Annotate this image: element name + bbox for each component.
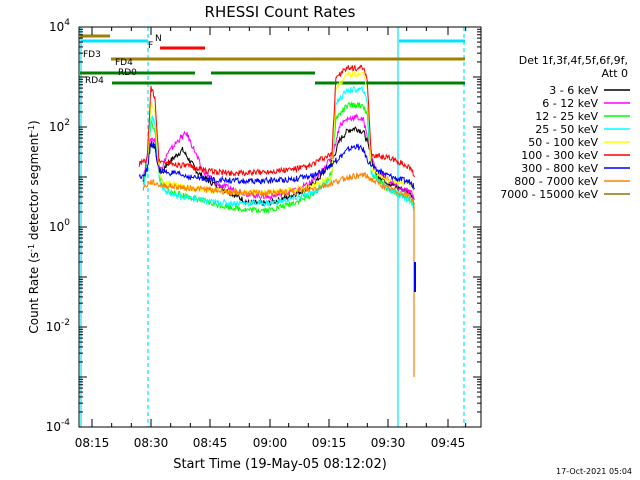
- x-axis: 08:15 08:30 08:45 09:00 09:15 09:30 09:45: [75, 27, 467, 450]
- x-axis-label: Start Time (19-May-05 08:12:02): [173, 457, 387, 472]
- y-tick-label-base: 10: [49, 120, 64, 134]
- legend-entry-label: 25 - 50 keV: [535, 123, 598, 136]
- series-line: [138, 140, 415, 191]
- y-tick-label-exponent: -4: [61, 418, 70, 428]
- legend-entry-label: 50 - 100 keV: [528, 136, 598, 149]
- flag-label: RD0: [118, 68, 137, 78]
- y-tick-label-base: 10: [49, 220, 64, 234]
- flag-label: RD4: [85, 76, 104, 86]
- x-tick-label: 09:00: [253, 436, 288, 450]
- y-tick-label: 100: [49, 218, 70, 234]
- x-tick-label: 09:45: [431, 436, 466, 450]
- series-layer: [138, 64, 416, 377]
- legend-entry-label: 3 - 6 keV: [549, 84, 598, 97]
- y-axis-label-part: detector segment: [27, 133, 41, 244]
- legend-entry-label: 100 - 300 keV: [521, 149, 598, 162]
- legend-entry-label: 12 - 25 keV: [535, 110, 598, 123]
- x-tick-label: 09:30: [371, 436, 406, 450]
- legend-entry-label: 800 - 7000 keV: [514, 175, 598, 188]
- flag-label: N: [155, 34, 162, 44]
- y-axis-label-part: Count Rate (s: [27, 252, 41, 334]
- flag-label: FD4: [115, 58, 133, 68]
- legend-entry-label: 7000 - 15000 keV: [500, 188, 598, 201]
- chart-title: RHESSI Count Rates: [205, 3, 356, 21]
- series-line: [138, 64, 415, 178]
- y-tick-label-exponent: 4: [64, 18, 70, 28]
- x-tick-label: 08:15: [75, 436, 110, 450]
- legend-header: Att 0: [602, 67, 628, 80]
- y-tick-label: 10-4: [46, 418, 71, 434]
- y-tick-label-base: 10: [46, 320, 61, 334]
- y-tick-label-exponent: -2: [61, 318, 70, 328]
- y-tick-label: 10-2: [46, 318, 70, 334]
- legend-entry-label: 6 - 12 keV: [542, 97, 598, 110]
- y-tick-label: 102: [49, 118, 70, 134]
- flag-label: F: [148, 41, 153, 51]
- y-tick-label-exponent: 0: [64, 218, 70, 228]
- y-axis-label-part: -1: [27, 125, 36, 133]
- y-tick-label: 104: [49, 18, 70, 34]
- legend-header: Det 1f,3f,4f,5f,6f,9f,: [519, 54, 628, 67]
- y-tick-label-base: 10: [49, 20, 64, 34]
- y-tick-label-base: 10: [46, 420, 61, 434]
- y-tick-label-exponent: 2: [64, 118, 70, 128]
- x-tick-label: 08:30: [134, 436, 169, 450]
- x-tick-label: 09:15: [312, 436, 347, 450]
- y-axis-label-part: ): [27, 120, 41, 125]
- series-line: [142, 101, 415, 215]
- plot-frame: [78, 26, 482, 428]
- x-tick-label: 08:45: [193, 436, 228, 450]
- series-line: [142, 172, 415, 205]
- y-axis-label-part: -1: [27, 244, 36, 252]
- legend-entry-label: 300 - 800 keV: [521, 162, 598, 175]
- y-axis-label: Count Rate (s-1 detector segment-1): [27, 120, 42, 333]
- footer-date: 17-Oct-2021 05:04: [556, 467, 632, 476]
- flag-label: FD3: [83, 50, 101, 60]
